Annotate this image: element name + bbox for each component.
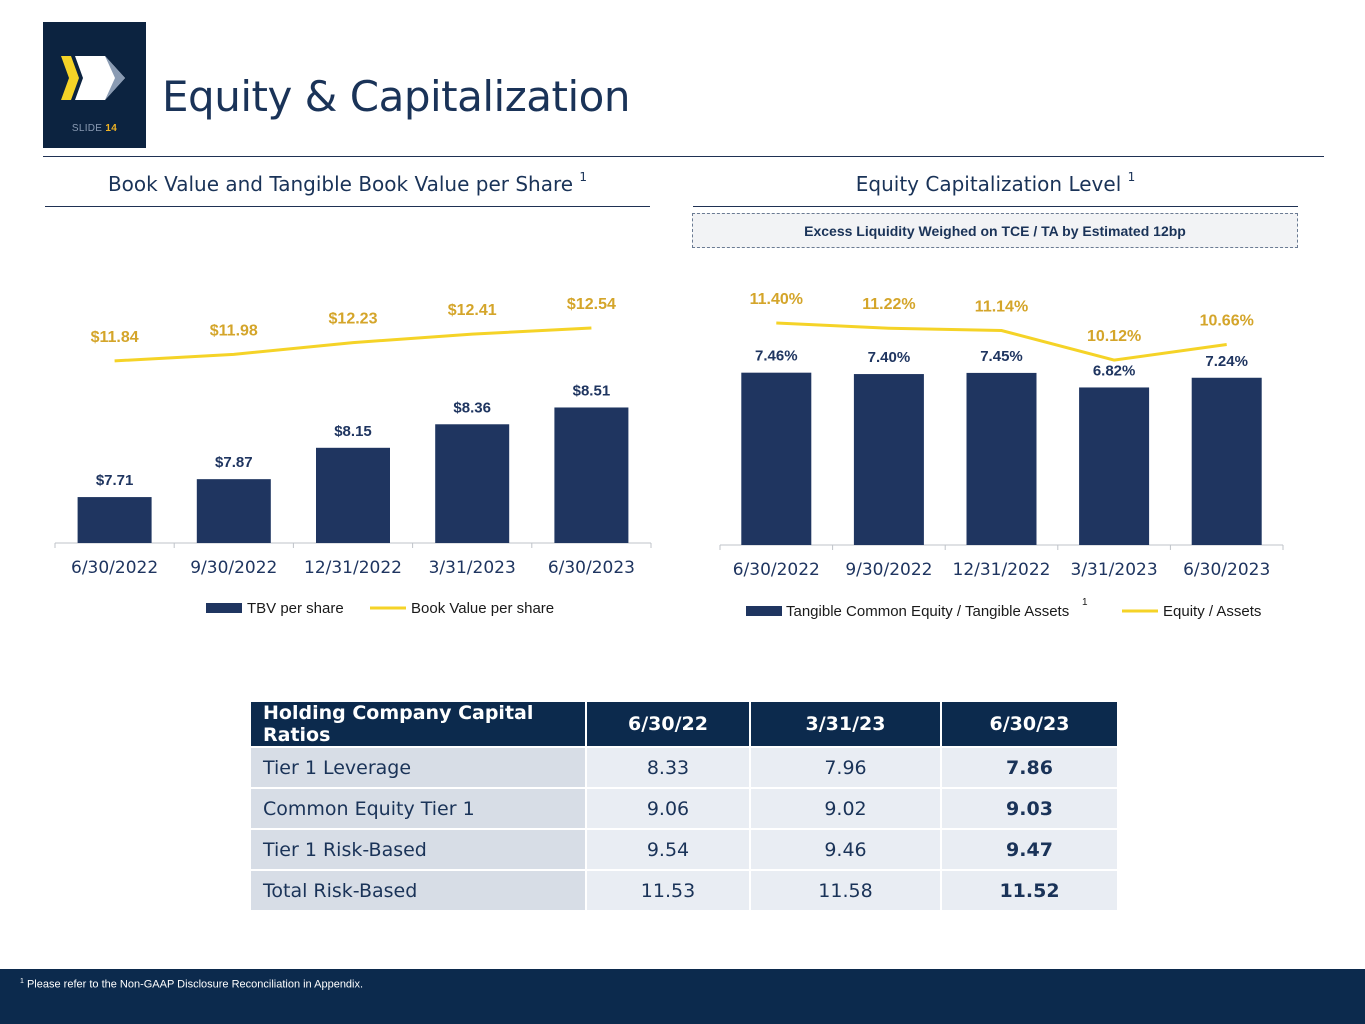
ratio-name: Tier 1 Risk-Based	[249, 828, 587, 871]
table-row: Common Equity Tier 1 9.06 9.02 9.03	[249, 787, 1119, 830]
ratio-value: 11.53	[585, 869, 751, 912]
left-section-divider	[45, 206, 650, 207]
right-bar	[1191, 377, 1262, 545]
ratio-name: Common Equity Tier 1	[249, 787, 587, 830]
table-header-cell: Holding Company Capital Ratios	[249, 700, 587, 748]
right-category-label: 9/30/2022	[845, 560, 932, 580]
ratio-value: 9.02	[749, 787, 942, 830]
right-bar-label: 6.82%	[1093, 362, 1136, 379]
right-legend-bar-label: Tangible Common Equity / Tangible Assets	[786, 603, 1069, 620]
left-line-label: $12.23	[329, 311, 378, 328]
right-bar-label: 7.40%	[868, 349, 911, 366]
right-category-label: 12/31/2022	[953, 560, 1051, 580]
ratio-value: 9.46	[749, 828, 942, 871]
right-category-label: 6/30/2023	[1183, 560, 1270, 580]
logo-mark-icon	[61, 56, 125, 100]
left-category-label: 6/30/2022	[71, 558, 158, 578]
right-line-label: 11.40%	[750, 291, 803, 308]
left-bar	[196, 479, 271, 543]
footer-bar	[0, 969, 1365, 1024]
right-category-label: 6/30/2022	[733, 560, 820, 580]
right-bar	[966, 372, 1037, 545]
table-header-cell: 6/30/23	[940, 700, 1119, 748]
ratio-value-current: 7.86	[940, 746, 1119, 789]
liquidity-callout: Excess Liquidity Weighed on TCE / TA by …	[692, 213, 1298, 248]
right-bar-label: 7.46%	[755, 348, 798, 365]
left-bar	[77, 497, 152, 543]
ratio-name: Total Risk-Based	[249, 869, 587, 912]
right-line-label: 11.22%	[862, 296, 915, 313]
left-bar	[554, 407, 629, 543]
table-row: Total Risk-Based 11.53 11.58 11.52	[249, 869, 1119, 912]
left-line-label: $12.41	[448, 302, 497, 319]
table-row: Tier 1 Leverage 8.33 7.96 7.86	[249, 746, 1119, 789]
left-section-title: Book Value and Tangible Book Value per S…	[107, 170, 588, 196]
right-bar	[741, 372, 812, 545]
left-legend-bar-label: TBV per share	[247, 600, 344, 617]
right-category-label: 3/31/2023	[1071, 560, 1158, 580]
ratio-value-current: 9.03	[940, 787, 1119, 830]
header-divider	[43, 156, 1324, 157]
left-category-label: 12/31/2022	[304, 558, 402, 578]
footnote: 1 Please refer to the Non-GAAP Disclosur…	[20, 978, 364, 991]
left-line-label: $11.98	[210, 322, 258, 339]
left-category-label: 3/31/2023	[429, 558, 516, 578]
left-category-label: 9/30/2022	[190, 558, 277, 578]
ratio-name: Tier 1 Leverage	[249, 746, 587, 789]
ratio-value: 8.33	[585, 746, 751, 789]
right-line-label: 10.66%	[1200, 312, 1254, 329]
right-section-divider	[693, 206, 1298, 207]
table-header-cell: 3/31/23	[749, 700, 942, 748]
left-line-label: $11.84	[91, 329, 139, 346]
company-logo: SLIDE 14	[43, 22, 146, 148]
left-legend-line-label: Book Value per share	[411, 600, 554, 617]
table-row: Tier 1 Risk-Based 9.54 9.46 9.47	[249, 828, 1119, 871]
table-header-row: Holding Company Capital Ratios 6/30/22 3…	[249, 700, 1119, 748]
left-bar-label: $8.51	[573, 382, 611, 399]
right-legend-superscript: 1	[1082, 597, 1088, 608]
left-line-series	[114, 326, 592, 363]
right-legend-line-label: Equity / Assets	[1163, 603, 1261, 620]
left-bar-label: $7.87	[215, 454, 253, 471]
left-legend-bar-swatch	[206, 603, 242, 613]
ratio-value: 9.06	[585, 787, 751, 830]
left-bar-label: $7.71	[96, 472, 134, 489]
ratio-value: 7.96	[749, 746, 942, 789]
right-section-title: Equity Capitalization Level 1	[855, 170, 1136, 196]
right-line-label: 10.12%	[1087, 328, 1141, 345]
right-bar	[853, 374, 924, 545]
charts-canvas: $7.71 $11.84 6/30/2022 $7.87 $11.98 9/30/2022…	[54, 291, 1284, 620]
capital-ratios-table: Holding Company Capital Ratios 6/30/22 3…	[249, 700, 1119, 912]
right-line-series	[776, 321, 1227, 362]
left-line-label: $12.54	[567, 296, 616, 313]
ratio-value-current: 9.47	[940, 828, 1119, 871]
table-header-cell: 6/30/22	[585, 700, 751, 748]
right-bar	[1079, 387, 1150, 545]
page-title: Equity & Capitalization	[162, 72, 630, 121]
left-bar	[435, 424, 510, 543]
right-bar-label: 7.45%	[980, 348, 1023, 365]
left-bar	[316, 447, 390, 543]
left-bar-label: $8.15	[334, 423, 372, 440]
ratio-value: 9.54	[585, 828, 751, 871]
right-line-label: 11.14%	[975, 299, 1028, 316]
slide-number: SLIDE 14	[71, 123, 118, 134]
right-legend-bar-swatch	[746, 606, 782, 616]
left-category-label: 6/30/2023	[548, 558, 635, 578]
ratio-value: 11.58	[749, 869, 942, 912]
left-bar-label: $8.36	[453, 399, 491, 416]
ratio-value-current: 11.52	[940, 869, 1119, 912]
right-bar-label: 7.24%	[1205, 353, 1248, 370]
